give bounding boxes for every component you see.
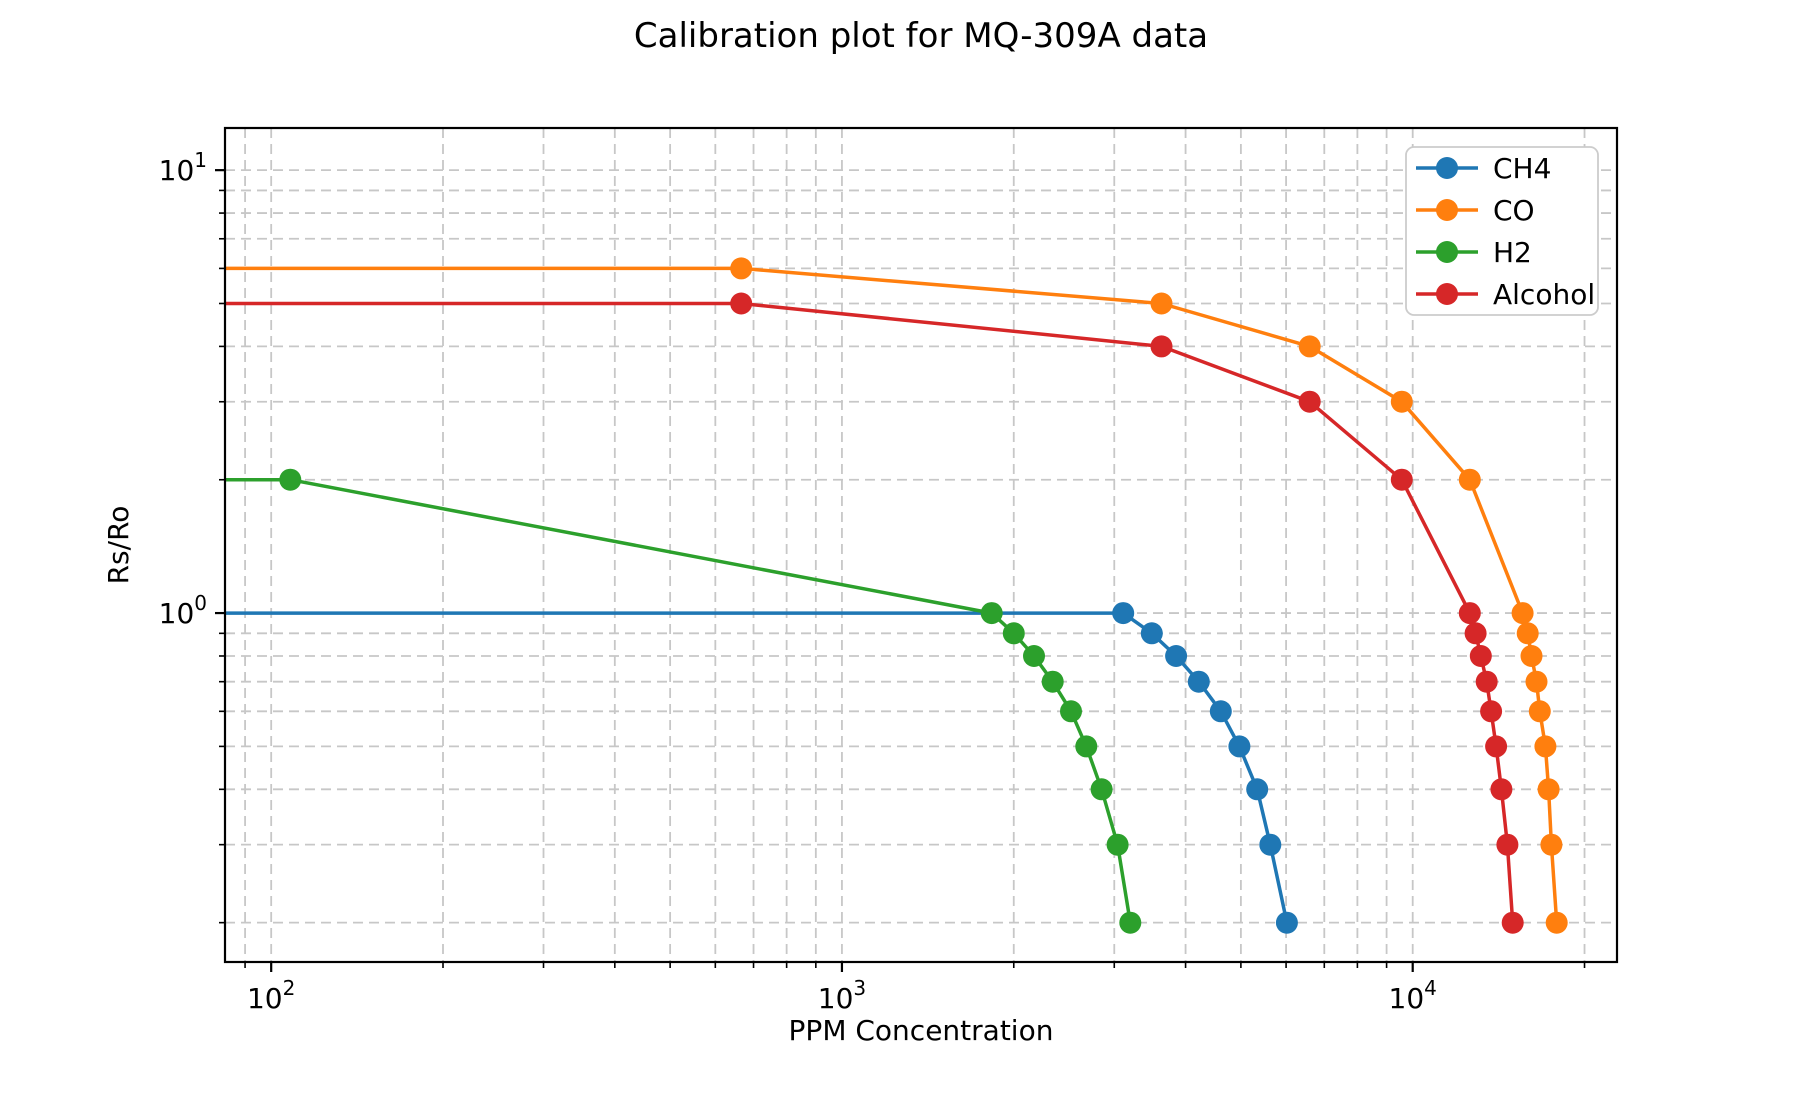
x-tick-label: 102 [247,976,295,1015]
plot-frame [223,126,1619,964]
series-alcohol-marker [1501,911,1524,934]
series-ch4-marker [1228,735,1251,758]
plot-area [199,257,1568,934]
series-ch4-marker [1187,670,1210,693]
legend-item-alcohol: Alcohol [1416,278,1595,311]
x-tick-label: 103 [818,976,866,1015]
axes-ticks [215,169,1586,972]
series-alcohol-marker [1475,670,1498,693]
series-co-marker [1520,645,1543,667]
legend: CH4 CO H2 Alcohol [1405,146,1599,316]
x-axis-label: PPM Concentration [789,1014,1054,1047]
chart-title: Calibration plot for MQ-309A data [634,16,1208,56]
series-ch4 [225,602,1298,934]
y-tick-label: 101 [159,148,207,187]
y-axis-label: Rs/Ro [102,506,135,585]
series-alcohol [199,292,1524,934]
y-tick-label: 100 [159,591,207,630]
series-alcohol-marker [1496,833,1519,856]
legend-swatch-marker [1436,283,1458,305]
series-ch4-marker [1140,622,1163,645]
series-co-marker [1540,833,1563,856]
legend-item-co: CO [1416,194,1535,227]
legend-swatch-marker [1436,157,1458,179]
series-ch4-marker [1275,911,1298,934]
legend-box [1405,146,1599,316]
series-h2-marker [1090,778,1113,801]
series-h2-marker [1041,670,1064,693]
legend-label: CH4 [1493,152,1551,185]
legend-item-h2: H2 [1416,236,1532,269]
series-co-marker [1525,670,1548,693]
legend-item-ch4: CH4 [1416,152,1551,185]
gridlines [225,128,1617,962]
series-alcohol-marker [730,292,753,315]
series-alcohol-marker [1458,602,1481,625]
series-h2-marker [279,468,302,491]
series-h2 [199,468,1142,934]
series-co-marker [1511,602,1534,625]
legend-label: CO [1493,194,1535,227]
series-co-marker [199,257,221,279]
series-h2-marker [1002,622,1025,645]
series-alcohol-marker [1390,468,1413,491]
series-co-marker [1150,292,1173,315]
series-co-marker [1528,700,1551,723]
series-alcohol-marker [1469,645,1492,667]
series-alcohol-marker [1464,622,1487,645]
series-co-marker [1516,622,1539,645]
series-co-marker [1537,778,1560,801]
legend-label: Alcohol [1493,278,1595,311]
legend-label: H2 [1493,236,1532,269]
series-h2-marker [199,469,221,491]
series-co-marker [1390,390,1413,413]
tick-labels: 102 103 104 100 101 [159,148,1437,1015]
series-h2-marker [1106,833,1129,856]
legend-swatch-marker [1436,241,1458,263]
series-ch4-marker [1209,700,1232,723]
series-ch4-marker [1165,645,1188,667]
series-co-marker [1298,335,1321,358]
legend-swatch-marker [1436,199,1458,221]
series-h2-marker [980,602,1003,625]
series-co-marker [1545,911,1568,934]
series-alcohol-marker [1490,778,1513,801]
series-alcohol-marker [199,293,221,315]
series-co-marker [730,257,753,280]
series-h2-marker [1119,911,1142,934]
series-ch4-marker [1112,602,1135,625]
series-alcohol-marker [1480,700,1503,723]
series-h2-marker [1023,645,1045,667]
series-alcohol-marker [1485,735,1508,758]
series-h2-marker [1060,700,1082,723]
series-h2-marker [1075,735,1098,758]
series-ch4-line [225,611,1289,924]
series-ch4-marker [1246,778,1269,801]
series-alcohol-marker [1150,335,1173,358]
x-tick-label: 104 [1389,976,1437,1015]
series-co-marker [1534,735,1557,758]
series-co-marker [1458,468,1481,491]
series-ch4-marker [1259,833,1282,856]
series-alcohol-marker [1298,390,1321,413]
series-co [199,257,1568,934]
series-co-line [225,266,1559,923]
